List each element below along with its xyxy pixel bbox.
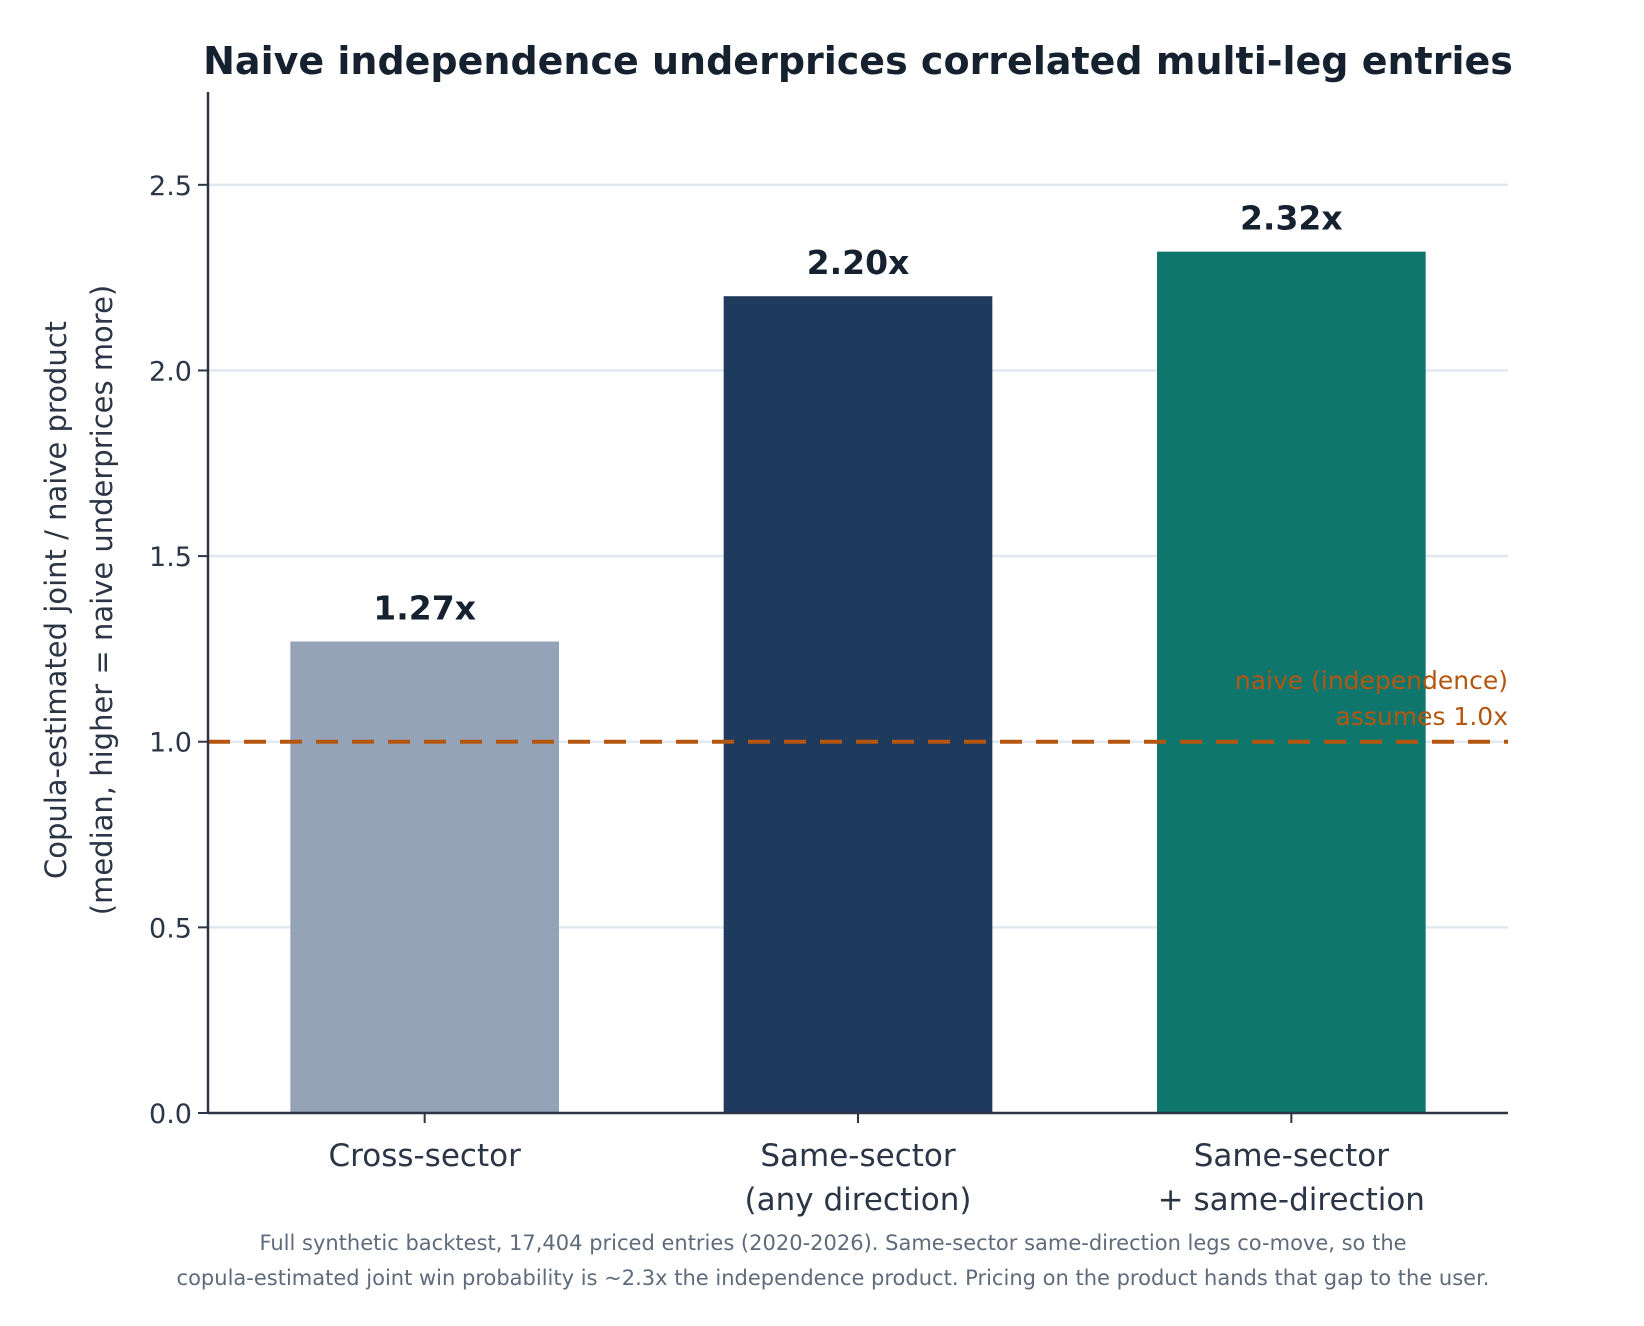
axes [198, 92, 1508, 1123]
x-tick-label: Same-sector [1194, 1138, 1390, 1174]
footnote-line-2: copula-estimated joint win probability i… [177, 1266, 1490, 1290]
bar-1 [290, 641, 559, 1113]
y-axis-label-line-2: (median, higher = naive underprices more… [85, 285, 119, 915]
x-tick-label: (any direction) [745, 1182, 972, 1218]
x-tick-label: + same-direction [1158, 1182, 1425, 1218]
y-tick-label: 0.5 [149, 913, 192, 944]
data-label-3: 2.32x [1240, 199, 1343, 238]
y-tick-label: 2.0 [149, 356, 192, 387]
y-tick-label: 0.0 [149, 1099, 192, 1130]
y-tick-label: 1.5 [149, 542, 192, 573]
data-label-1: 1.27x [373, 588, 476, 627]
y-tick-labels: 0.0 0.5 1.0 1.5 2.0 2.5 [149, 171, 192, 1130]
bar-2 [723, 296, 993, 1113]
bars [290, 251, 1426, 1113]
bar-3 [1157, 251, 1426, 1113]
y-axis-label-line-1: Copula-estimated joint / naive product [39, 321, 73, 879]
chart-title: Naive independence underprices correlate… [203, 39, 1513, 83]
y-tick-label: 1.0 [149, 728, 192, 759]
y-tick-label: 2.5 [149, 171, 192, 202]
reference-line-label-line-2: assumes 1.0x [1336, 702, 1508, 731]
data-label-2: 2.20x [807, 243, 910, 282]
footnote-line-1: Full synthetic backtest, 17,404 priced e… [259, 1231, 1406, 1255]
y-axis-label: Copula-estimated joint / naive product (… [39, 285, 119, 915]
reference-line-label-line-1: naive (independence) [1235, 666, 1508, 695]
x-tick-label: Same-sector [760, 1138, 956, 1174]
x-tick-labels: Cross-sector Same-sector (any direction) Sa… [329, 1138, 1425, 1218]
data-labels: 1.27x 2.20x 2.32x [373, 199, 1342, 628]
x-tick-label: Cross-sector [329, 1138, 522, 1174]
